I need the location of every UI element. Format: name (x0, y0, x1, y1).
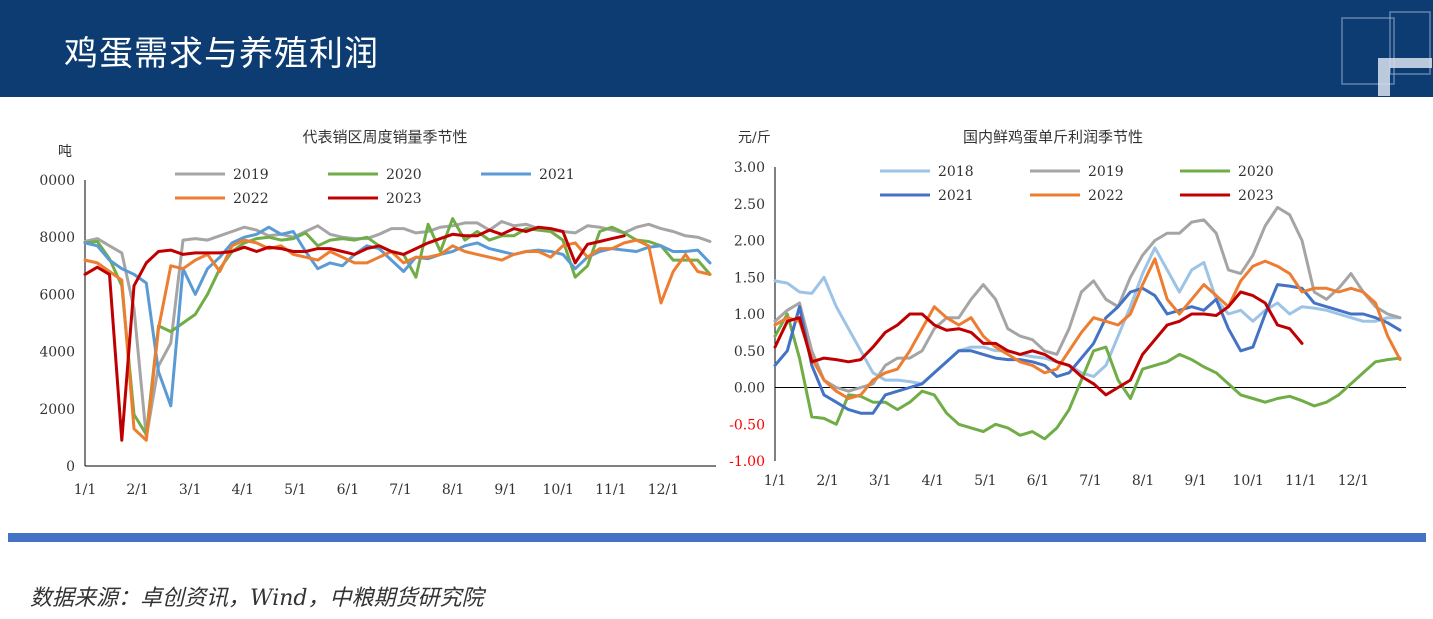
y-tick-label: 0 (66, 459, 75, 475)
legend-label-2020: 2020 (386, 167, 422, 183)
y-tick-label: 2.50 (734, 197, 765, 213)
x-tick-label: 6/1 (337, 482, 360, 498)
x-tick-label: 10/1 (1233, 473, 1264, 489)
series-line-2022 (83, 238, 712, 442)
egg-profit-chart-svg: 国内鲜鸡蛋单斤利润季节性 元/斤 -1.00 -0.50 0.00 0.50 1.00 1.5… (729, 128, 1406, 489)
x-tick-label: 10/1 (543, 482, 574, 498)
x-tick-label: 12/1 (1338, 473, 1369, 489)
y-tick-label: 0.00 (734, 381, 765, 397)
x-tick-label: 7/1 (1079, 473, 1102, 489)
legend-label-2020: 2020 (1238, 164, 1274, 180)
data-source-note: 数据来源：卓创资讯，Wind，中粮期货研究院 (30, 586, 484, 611)
series-line-2023 (83, 225, 626, 442)
y-tick-label: -1.00 (729, 454, 765, 470)
x-tick-label: 3/1 (179, 482, 202, 498)
legend-label-2021: 2021 (938, 188, 974, 204)
y-tick-label: -0.50 (729, 417, 765, 433)
header-bar: 鸡蛋需求与养殖利润 (0, 0, 1433, 97)
x-tick-label: 1/1 (74, 482, 97, 498)
legend-label-2023: 2023 (1238, 188, 1274, 204)
company-logo-icon (1341, 11, 1432, 96)
x-tick-label: 11/1 (595, 482, 626, 498)
y-tick-label: 8000 (40, 230, 75, 246)
legend-label-2022: 2022 (233, 191, 269, 207)
y-tick-label: 0.50 (734, 344, 765, 360)
legend-label-2021: 2021 (539, 167, 575, 183)
chart-title: 代表销区周度销量季节性 (302, 128, 467, 146)
y-axis-unit: 吨 (58, 144, 72, 160)
x-tick-label: 1/1 (764, 473, 787, 489)
y-tick-label: 10000 (40, 173, 75, 189)
x-tick-label: 2/1 (126, 482, 149, 498)
series-line-2019 (773, 205, 1402, 393)
legend-label-2023: 2023 (386, 191, 422, 207)
series-line-2020 (773, 312, 1402, 441)
series-line-2021 (773, 283, 1402, 415)
legend-label-2018: 2018 (938, 164, 974, 180)
y-tick-label: 6000 (40, 287, 75, 303)
x-tick-label: 9/1 (494, 482, 517, 498)
egg-profit-chart: 国内鲜鸡蛋单斤利润季节性 元/斤 -1.00 -0.50 0.00 0.50 1.00 1.5… (720, 118, 1420, 508)
x-tick-label: 12/1 (648, 482, 679, 498)
x-tick-label: 8/1 (442, 482, 465, 498)
x-tick-label: 4/1 (921, 473, 944, 489)
y-tick-label: 2000 (40, 402, 75, 418)
x-tick-label: 6/1 (1027, 473, 1050, 489)
x-tick-label: 9/1 (1184, 473, 1207, 489)
y-tick-label: 1.50 (734, 270, 765, 286)
x-tick-label: 4/1 (231, 482, 254, 498)
legend-label-2019: 2019 (233, 167, 269, 183)
legend-label-2022: 2022 (1088, 188, 1124, 204)
chart-title: 国内鲜鸡蛋单斤利润季节性 (963, 128, 1143, 146)
y-tick-label: 2.00 (734, 234, 765, 250)
divider-bar (8, 533, 1426, 542)
x-tick-label: 5/1 (974, 473, 997, 489)
x-tick-label: 8/1 (1132, 473, 1155, 489)
y-axis-unit: 元/斤 (738, 130, 771, 146)
series-line-2022 (773, 257, 1402, 400)
x-tick-label: 7/1 (389, 482, 412, 498)
y-tick-label: 3.00 (734, 160, 765, 176)
x-tick-label: 2/1 (816, 473, 839, 489)
series-line-2023 (773, 290, 1304, 397)
page-title: 鸡蛋需求与养殖利润 (64, 34, 379, 74)
y-tick-label: 4000 (40, 345, 75, 361)
x-tick-label: 5/1 (284, 482, 307, 498)
legend-label-2019: 2019 (1088, 164, 1124, 180)
y-tick-label: 1.00 (734, 307, 765, 323)
x-tick-label: 11/1 (1285, 473, 1316, 489)
x-tick-label: 3/1 (869, 473, 892, 489)
